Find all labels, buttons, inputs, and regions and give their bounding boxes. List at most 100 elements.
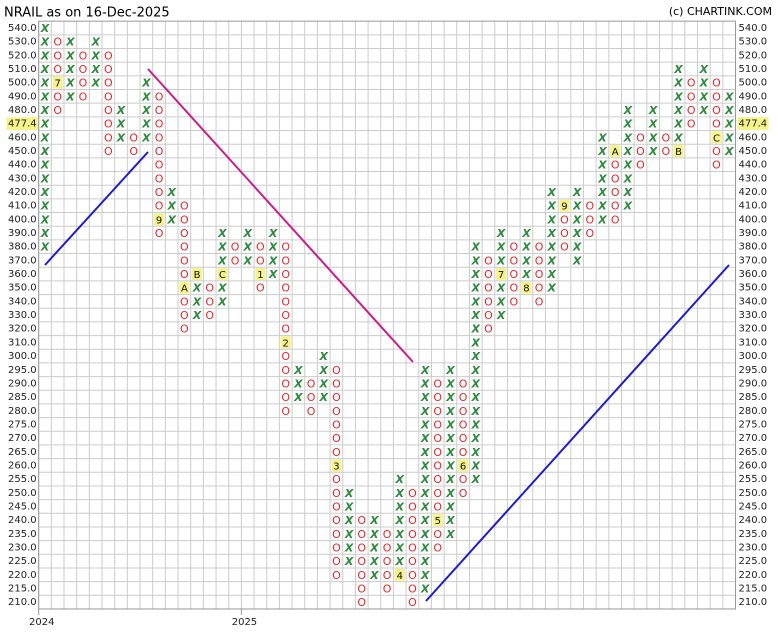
x-box: X xyxy=(268,227,278,240)
y-tick-label: 245.0 xyxy=(8,501,37,512)
o-box: O xyxy=(408,514,417,527)
trend-line xyxy=(44,151,149,266)
month-marker: 9 xyxy=(561,202,567,213)
x-box: X xyxy=(471,405,481,418)
y-tick-label: 540.0 xyxy=(739,23,768,34)
o-box: O xyxy=(459,405,468,418)
o-box: O xyxy=(408,555,417,568)
o-box: O xyxy=(383,555,392,568)
o-box: O xyxy=(332,528,341,541)
o-box: O xyxy=(129,145,138,158)
o-box: O xyxy=(459,377,468,390)
x-box: X xyxy=(242,241,252,254)
pnf-column: OOO xyxy=(205,282,214,322)
o-box: O xyxy=(332,569,341,582)
x-box: X xyxy=(217,227,227,240)
o-box: O xyxy=(180,213,189,226)
y-tick-label: 460.0 xyxy=(8,132,37,143)
o-box: O xyxy=(332,500,341,513)
x-box: X xyxy=(90,49,100,62)
y-tick-label: 235.0 xyxy=(739,529,768,540)
y-tick-label: 215.0 xyxy=(8,583,37,594)
x-box: X xyxy=(318,350,328,363)
month-marker: 5 xyxy=(435,516,441,527)
x-box: X xyxy=(141,131,151,144)
o-box: O xyxy=(560,227,569,240)
x-box: X xyxy=(344,541,354,554)
x-box: X xyxy=(445,514,455,527)
o-box: O xyxy=(383,541,392,554)
x-box: X xyxy=(268,254,278,267)
x-box: X xyxy=(445,487,455,500)
y-tick-label: 295.0 xyxy=(739,365,768,376)
x-box: X xyxy=(420,528,430,541)
last-price-label: 477.4 xyxy=(739,119,768,130)
o-box: O xyxy=(687,90,696,103)
x-box: X xyxy=(40,159,50,172)
y-tick-label: 240.0 xyxy=(739,515,768,526)
o-box: O xyxy=(383,569,392,582)
x-box: X xyxy=(648,118,658,131)
x-box: X xyxy=(40,213,50,226)
month-marker-bg xyxy=(331,459,342,472)
o-box: O xyxy=(332,364,341,377)
o-box: O xyxy=(180,309,189,322)
o-box: O xyxy=(332,446,341,459)
pnf-column: OOO xyxy=(585,200,594,240)
x-box: X xyxy=(496,282,506,295)
x-box: X xyxy=(420,377,430,390)
x-box: X xyxy=(116,131,126,144)
x-box: X xyxy=(623,159,633,172)
o-box: O xyxy=(484,282,493,295)
o-box: O xyxy=(433,528,442,541)
o-box: O xyxy=(433,446,442,459)
y-tick-label: 285.0 xyxy=(739,392,768,403)
x-box: X xyxy=(724,90,734,103)
columns: XXXXXXXXXXXXXXXXXOOO7OOXXXXXOOOOXXXXOOOO… xyxy=(40,22,734,609)
y-tick-label: 340.0 xyxy=(739,296,768,307)
y-tick-label: 370.0 xyxy=(739,255,768,266)
o-box: O xyxy=(636,145,645,158)
x-box: X xyxy=(395,541,405,554)
x-box: X xyxy=(217,254,227,267)
x-box: X xyxy=(90,63,100,76)
x-box: X xyxy=(699,77,709,90)
o-box: O xyxy=(712,118,721,131)
x-box: X xyxy=(445,418,455,431)
month-marker-bg xyxy=(559,199,570,212)
o-box: O xyxy=(408,500,417,513)
x-box: X xyxy=(597,213,607,226)
month-marker-bg xyxy=(673,145,684,158)
o-box: O xyxy=(205,282,214,295)
o-box: O xyxy=(281,254,290,267)
month-marker: 7 xyxy=(54,79,60,90)
o-box: O xyxy=(205,309,214,322)
month-marker: 3 xyxy=(333,461,339,472)
pnf-column: OO xyxy=(661,131,670,158)
x-box: X xyxy=(217,241,227,254)
o-box: O xyxy=(687,77,696,90)
x-box: X xyxy=(40,77,50,90)
x-box: X xyxy=(572,200,582,213)
x-box: X xyxy=(65,49,75,62)
y-tick-label: 400.0 xyxy=(739,214,768,225)
x-box: X xyxy=(673,63,683,76)
o-box: O xyxy=(535,295,544,308)
o-box: O xyxy=(104,145,113,158)
x-box: X xyxy=(673,90,683,103)
o-box: O xyxy=(357,541,366,554)
o-box: O xyxy=(459,418,468,431)
y-tick-label: 510.0 xyxy=(8,64,37,75)
y-tick-label: 490.0 xyxy=(8,91,37,102)
